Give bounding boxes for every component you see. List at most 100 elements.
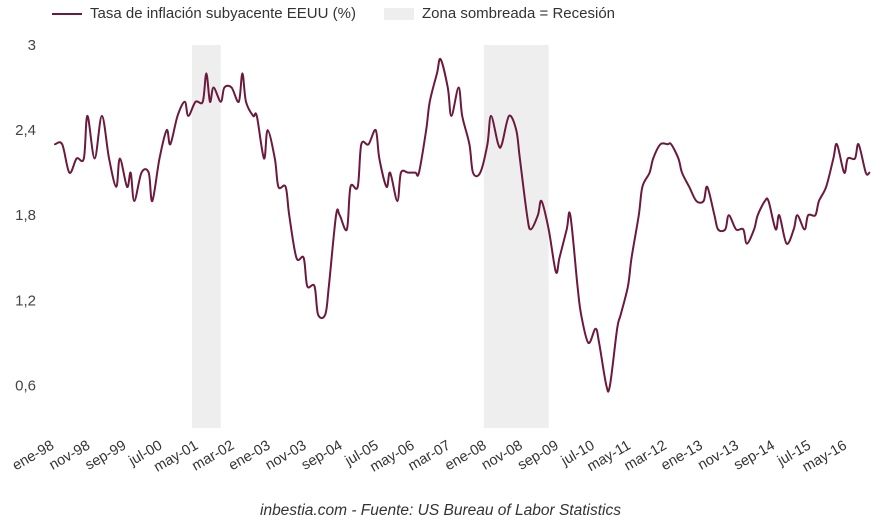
data-point xyxy=(746,243,748,245)
data-point xyxy=(688,186,690,188)
data-point xyxy=(130,172,132,174)
y-tick-label: 1,8 xyxy=(15,207,36,224)
data-point xyxy=(868,172,870,174)
data-point xyxy=(753,228,755,230)
data-point xyxy=(328,285,330,287)
data-point xyxy=(396,200,398,202)
data-point xyxy=(54,143,56,145)
data-point xyxy=(108,157,110,159)
data-point xyxy=(360,143,362,145)
data-point xyxy=(68,172,70,174)
data-point xyxy=(440,58,442,60)
x-tick-label: ene-08 xyxy=(442,438,489,474)
data-point xyxy=(295,257,297,259)
data-point xyxy=(285,186,287,188)
data-point xyxy=(598,342,600,344)
data-point xyxy=(490,115,492,117)
data-point xyxy=(357,186,359,188)
inflation-line-chart: 32,41,81,20,6ene-98nov-98sep-99jul-00may… xyxy=(10,37,871,476)
data-point xyxy=(641,186,643,188)
series-line-inflation xyxy=(54,57,871,393)
data-point xyxy=(288,214,290,216)
data-point xyxy=(670,143,672,145)
data-point xyxy=(706,186,708,188)
data-point xyxy=(159,157,161,159)
data-point xyxy=(76,157,78,159)
x-tick-label: nov-98 xyxy=(47,438,93,474)
data-point xyxy=(238,101,240,103)
data-point xyxy=(313,285,315,287)
data-point xyxy=(540,200,542,202)
data-point xyxy=(61,143,63,145)
data-point xyxy=(807,214,809,216)
data-point xyxy=(148,172,150,174)
data-point xyxy=(530,228,532,230)
data-point xyxy=(447,87,449,89)
data-point xyxy=(486,143,488,145)
data-point xyxy=(94,157,96,159)
x-tick-label: ene-13 xyxy=(659,438,706,474)
data-point xyxy=(767,200,769,202)
data-point xyxy=(245,101,247,103)
data-point xyxy=(169,143,171,145)
data-point xyxy=(796,214,798,216)
data-point xyxy=(605,384,607,386)
data-point xyxy=(778,214,780,216)
data-point xyxy=(223,87,225,89)
data-point xyxy=(386,186,388,188)
data-point xyxy=(472,172,474,174)
data-point xyxy=(346,228,348,230)
data-point xyxy=(450,115,452,117)
data-point xyxy=(368,143,370,145)
data-point xyxy=(638,214,640,216)
data-point xyxy=(252,115,254,117)
data-point xyxy=(195,101,197,103)
data-point xyxy=(847,157,849,159)
data-point xyxy=(126,186,128,188)
data-point xyxy=(566,228,568,230)
data-point xyxy=(468,143,470,145)
x-tick-label: sep-04 xyxy=(299,438,345,474)
data-point xyxy=(804,228,806,230)
data-point xyxy=(140,172,142,174)
x-tick-label: sep-09 xyxy=(515,438,561,474)
data-point xyxy=(115,186,117,188)
data-point xyxy=(324,314,326,316)
data-point xyxy=(202,101,204,103)
data-point xyxy=(461,115,463,117)
data-point xyxy=(213,87,215,89)
data-point xyxy=(205,72,207,74)
data-point xyxy=(649,172,651,174)
legend-line-swatch xyxy=(52,12,82,15)
data-point xyxy=(757,214,759,216)
data-point xyxy=(616,328,618,330)
y-tick-label: 1,2 xyxy=(15,292,36,309)
data-point xyxy=(263,157,265,159)
data-point xyxy=(652,157,654,159)
data-point xyxy=(501,143,503,145)
data-point xyxy=(858,143,860,145)
data-point xyxy=(429,101,431,103)
y-tick-label: 2,4 xyxy=(15,122,36,139)
data-point xyxy=(418,172,420,174)
x-tick-label: sep-99 xyxy=(83,438,129,474)
y-tick-label: 3 xyxy=(28,37,36,54)
data-point xyxy=(519,157,521,159)
data-point xyxy=(558,257,560,259)
x-tick-label: nov-03 xyxy=(263,438,309,474)
y-tick-label: 0,6 xyxy=(15,377,36,394)
data-point xyxy=(220,101,222,103)
data-point xyxy=(865,172,867,174)
data-point xyxy=(537,214,539,216)
data-point xyxy=(479,172,481,174)
data-point xyxy=(241,72,243,74)
data-point xyxy=(184,101,186,103)
data-point xyxy=(317,314,319,316)
data-point xyxy=(854,157,856,159)
data-point xyxy=(177,115,179,117)
legend-item-recession: Zona sombreada = Recesión xyxy=(383,5,615,22)
data-point xyxy=(349,186,351,188)
recession-band-1 xyxy=(191,45,221,428)
data-point xyxy=(267,129,269,131)
data-point xyxy=(717,228,719,230)
